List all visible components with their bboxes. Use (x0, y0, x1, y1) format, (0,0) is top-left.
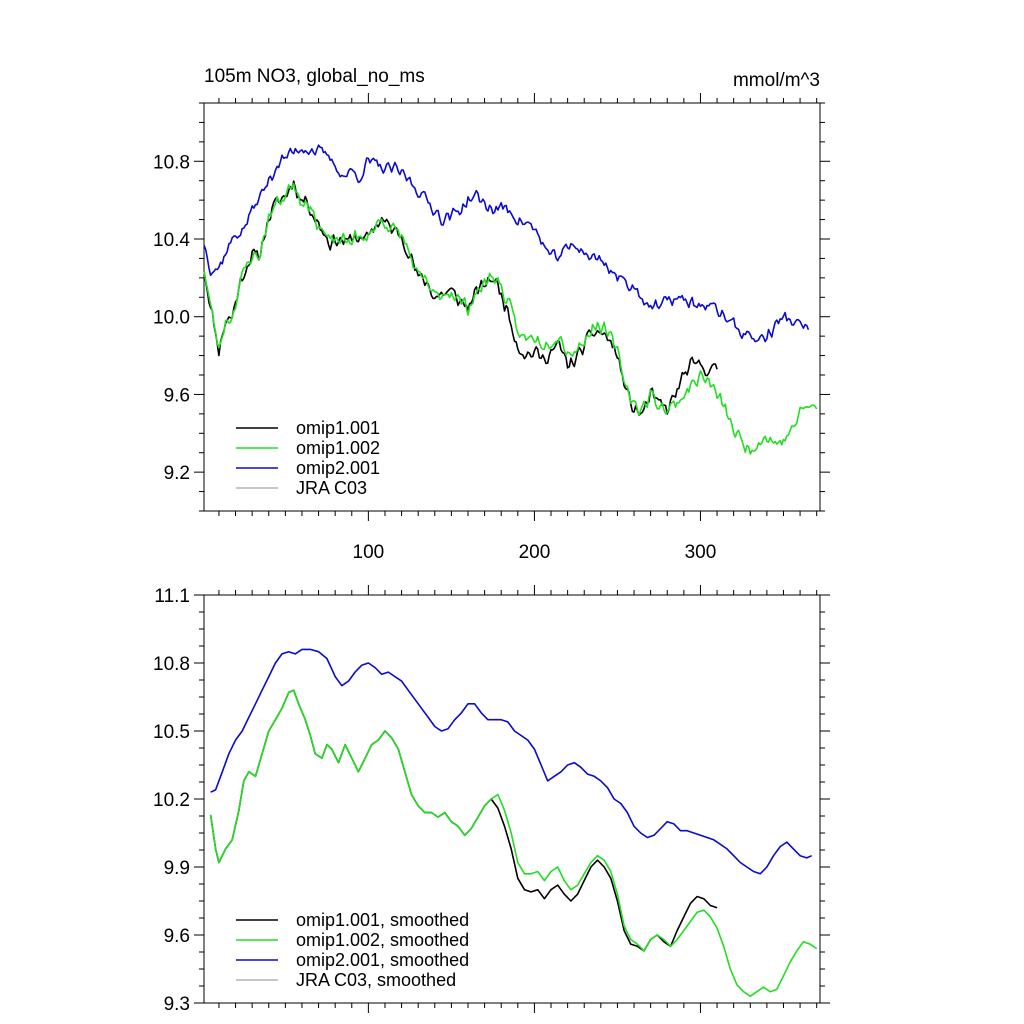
y-tick-label: 10.2 (153, 790, 190, 811)
top-series-group (203, 144, 818, 455)
bottom-axis-ticks: 9.3 9.6 9.9 10.2 10.5 10.8 11.1 (153, 585, 830, 1015)
series-line-1 (209, 689, 818, 997)
legend-label-2: omip2.001, smoothed (296, 950, 469, 970)
y-tick-label: 10.8 (153, 152, 190, 173)
y-tick-label: 10.0 (153, 308, 190, 329)
y-tick-label: 9.6 (164, 385, 190, 406)
y-tick-label: 9.6 (164, 926, 190, 947)
y-tick-label: 10.8 (153, 654, 190, 675)
top-axis-ticks: 9.2 9.6 10.0 10.4 10.8 100 200 300 (153, 93, 830, 563)
series-line-1 (203, 182, 818, 455)
legend-label-3: JRA C03, smoothed (296, 970, 456, 990)
y-tick-label: 9.2 (164, 463, 190, 484)
legend-label-1: omip1.002 (296, 438, 380, 458)
legend-label-0: omip1.001 (296, 418, 380, 438)
x-tick-label: 200 (519, 542, 551, 563)
y-tick-label: 10.4 (153, 230, 190, 251)
y-tick-label: 9.3 (164, 994, 190, 1015)
legend-label-2: omip2.001 (296, 458, 380, 478)
bottom-series-group (209, 648, 818, 997)
y-tick-label: 10.5 (153, 722, 190, 743)
top-plot-frame (203, 102, 821, 512)
bottom-panel: 9.3 9.6 9.9 10.2 10.5 10.8 11.1 omip1.001, smo… (153, 585, 830, 1015)
series-line-2 (203, 144, 810, 343)
chart-units: mmol/m^3 (733, 70, 820, 91)
y-tick-label: 11.1 (154, 586, 190, 607)
x-tick-label: 100 (353, 542, 385, 563)
legend-label-1: omip1.002, smoothed (296, 930, 469, 950)
x-tick-label: 300 (685, 542, 717, 563)
y-tick-label: 9.9 (164, 858, 190, 879)
series-line-2 (210, 648, 813, 875)
legend-label-3: JRA C03 (296, 478, 367, 498)
legend-label-0: omip1.001, smoothed (296, 910, 469, 930)
chart-title-left: 105m NO3, global_no_ms (204, 66, 425, 87)
